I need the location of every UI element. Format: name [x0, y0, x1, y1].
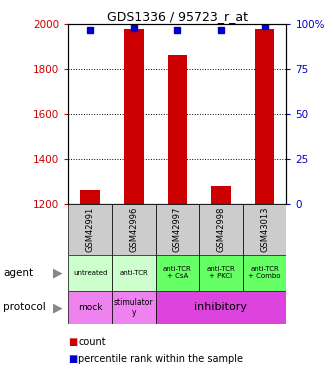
Text: inhibitory: inhibitory	[194, 303, 247, 312]
Text: mock: mock	[78, 303, 102, 312]
Bar	[80, 190, 100, 204]
Text: agent: agent	[3, 268, 33, 278]
FancyBboxPatch shape	[199, 204, 243, 255]
Bar	[255, 29, 274, 204]
Text: ▶: ▶	[54, 301, 63, 314]
FancyBboxPatch shape	[68, 291, 112, 324]
Bar	[167, 55, 187, 204]
Text: ■: ■	[68, 337, 78, 347]
FancyBboxPatch shape	[243, 255, 286, 291]
Text: untreated: untreated	[73, 270, 107, 276]
Text: count: count	[78, 337, 106, 347]
Text: GSM42997: GSM42997	[173, 207, 182, 252]
Text: percentile rank within the sample: percentile rank within the sample	[78, 354, 243, 364]
Text: ▶: ▶	[54, 266, 63, 279]
Text: GSM42996: GSM42996	[129, 207, 138, 252]
Bar	[211, 186, 231, 204]
Text: stimulator
y: stimulator y	[114, 298, 154, 317]
FancyBboxPatch shape	[112, 204, 156, 255]
FancyBboxPatch shape	[156, 255, 199, 291]
Text: ■: ■	[68, 354, 78, 364]
FancyBboxPatch shape	[112, 255, 156, 291]
Text: protocol: protocol	[3, 303, 46, 312]
Title: GDS1336 / 95723_r_at: GDS1336 / 95723_r_at	[107, 10, 248, 23]
FancyBboxPatch shape	[199, 255, 243, 291]
FancyBboxPatch shape	[156, 291, 286, 324]
Bar	[124, 29, 144, 204]
Text: anti-TCR
+ PKCi: anti-TCR + PKCi	[206, 266, 235, 279]
FancyBboxPatch shape	[243, 204, 286, 255]
FancyBboxPatch shape	[156, 204, 199, 255]
Text: GSM43013: GSM43013	[260, 207, 269, 252]
Text: GSM42991: GSM42991	[86, 207, 95, 252]
FancyBboxPatch shape	[112, 291, 156, 324]
Text: anti-TCR: anti-TCR	[119, 270, 148, 276]
Text: anti-TCR
+ Combo: anti-TCR + Combo	[248, 266, 281, 279]
Text: anti-TCR
+ CsA: anti-TCR + CsA	[163, 266, 192, 279]
FancyBboxPatch shape	[68, 255, 112, 291]
Text: GSM42998: GSM42998	[216, 207, 225, 252]
FancyBboxPatch shape	[68, 204, 112, 255]
